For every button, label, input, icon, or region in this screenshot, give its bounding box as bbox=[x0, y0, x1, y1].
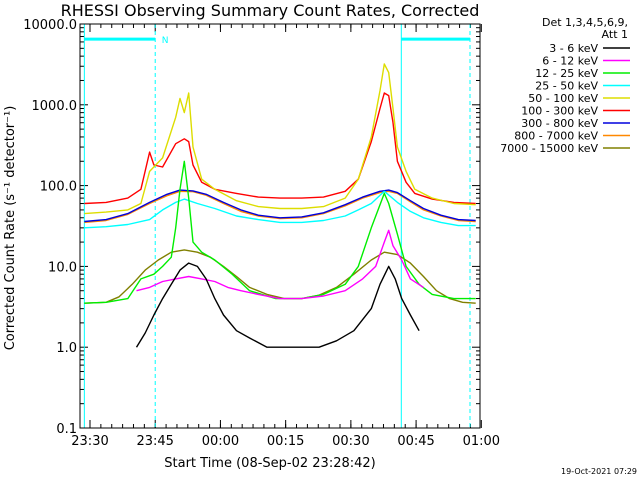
series-line bbox=[135, 262, 420, 348]
y-tick-label: 100.0 bbox=[40, 180, 77, 195]
x-tick-label: 00:45 bbox=[397, 434, 434, 449]
legend-header-line-1: Det 1,3,4,5,6,9, bbox=[542, 16, 628, 29]
x-axis-label: Start Time (08-Sep-02 23:28:42) bbox=[164, 456, 375, 471]
date-stamp: 19-Oct-2021 07:29 bbox=[561, 467, 637, 476]
legend-label: 50 - 100 keV bbox=[528, 92, 598, 105]
x-tick-label: 23:45 bbox=[136, 434, 173, 449]
legend-label: 300 - 800 keV bbox=[521, 117, 598, 130]
plot-frame bbox=[79, 23, 481, 429]
y-tick-label: 10000.0 bbox=[23, 18, 77, 33]
legend-label: 100 - 300 keV bbox=[521, 105, 598, 118]
legend-label: 6 - 12 keV bbox=[542, 55, 598, 68]
series-line bbox=[136, 229, 424, 300]
series-line bbox=[84, 160, 476, 304]
y-axis-label: Corrected Count Rate (s⁻¹ detector⁻¹) bbox=[3, 106, 18, 351]
chart-title: RHESSI Observing Summary Count Rates, Co… bbox=[61, 1, 480, 20]
series-line bbox=[84, 92, 476, 205]
legend-label: 3 - 6 keV bbox=[549, 42, 598, 55]
legend-header-line-2: Att 1 bbox=[602, 28, 628, 41]
legend-label: 7000 - 15000 keV bbox=[500, 142, 598, 155]
series-line bbox=[84, 189, 476, 223]
x-tick-label: 00:30 bbox=[332, 434, 369, 449]
series-line bbox=[84, 190, 476, 224]
legend-label: 25 - 50 keV bbox=[535, 80, 598, 93]
y-tick-label: 1.0 bbox=[56, 341, 77, 356]
x-tick-label: 01:00 bbox=[463, 434, 500, 449]
x-tick-label: 00:00 bbox=[202, 434, 239, 449]
y-tick-label: 0.1 bbox=[56, 422, 77, 437]
series-line bbox=[84, 63, 476, 215]
y-tick-label: 1000.0 bbox=[32, 99, 78, 114]
legend-label: 12 - 25 keV bbox=[535, 67, 598, 80]
series-line bbox=[84, 190, 476, 229]
x-tick-label: 00:15 bbox=[267, 434, 304, 449]
x-tick-label: 23:30 bbox=[71, 434, 108, 449]
y-tick-label: 10.0 bbox=[48, 260, 77, 275]
series-line bbox=[84, 249, 476, 304]
plot-area: 0.1 1.0 10.0 100.0 1000.0 10000.0 23:30 23:45 00… bbox=[23, 18, 500, 449]
legend-label: 800 - 7000 keV bbox=[514, 130, 598, 143]
annotation-label: N bbox=[162, 36, 169, 46]
